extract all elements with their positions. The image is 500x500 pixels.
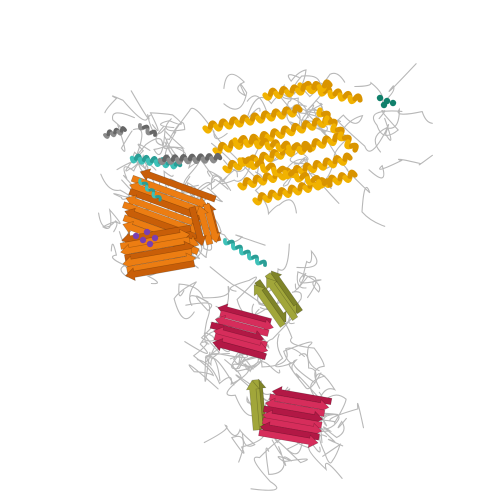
coil-segment [296, 271, 322, 293]
ligand-atom [376, 94, 384, 102]
beta-strand [188, 206, 207, 247]
beta-sheet-magenta-domain-upper [209, 303, 274, 361]
beta-sheet-orange-domain [119, 168, 222, 282]
coil-segment [233, 347, 305, 368]
helix-turn [352, 93, 363, 103]
helix-turn [292, 104, 303, 114]
coil-segment [125, 126, 165, 172]
coil-segment [275, 333, 322, 390]
beta-strand [120, 236, 191, 258]
coil-segment [372, 109, 403, 136]
coil-segment [231, 335, 266, 370]
coil-segment [183, 157, 214, 188]
beta-strand [195, 205, 214, 246]
helix-turn [119, 126, 127, 133]
coil-segment [204, 351, 230, 382]
coil-segment [111, 112, 135, 152]
helix-turn [155, 194, 162, 202]
coil-segment [313, 403, 365, 429]
coil-segment [287, 69, 307, 95]
beta-strand [212, 338, 267, 361]
beta-strand [139, 168, 217, 203]
alpha-helix-gray [103, 123, 223, 166]
ligand-atom [143, 228, 151, 236]
helix-turn [348, 142, 359, 153]
beta-strand [122, 248, 193, 270]
helix-turn [301, 143, 313, 153]
beta-sheet-olive-domain [245, 270, 304, 431]
coil-segment [173, 281, 209, 320]
coil-segment [185, 295, 213, 345]
alpha-helix-bundle-gold [202, 79, 363, 206]
coil-segment [104, 95, 151, 121]
coil-segment [223, 73, 248, 110]
beta-strand [266, 277, 299, 322]
ligand-atom [380, 101, 388, 109]
coil-segment [368, 154, 433, 179]
bound-ligands [132, 94, 397, 248]
beta-strand [245, 379, 260, 431]
beta-strand [124, 260, 196, 282]
coil-segment [336, 117, 392, 152]
coil-segment [283, 341, 320, 384]
helix-turn [342, 152, 353, 162]
coil-segment [333, 114, 364, 161]
coil-segment [294, 249, 318, 290]
coil-segment [265, 439, 287, 475]
coil-segment [246, 85, 292, 121]
helix-turn [321, 79, 333, 89]
ligand-atom [132, 232, 140, 240]
ligand-atom [151, 234, 159, 242]
helix-turn [321, 178, 333, 188]
coil-segment [149, 112, 182, 132]
coil-segment [354, 63, 417, 104]
coil-segment [132, 143, 151, 171]
beta-strand [130, 174, 208, 210]
coil-segment [232, 353, 262, 372]
coil-segment [245, 94, 309, 121]
coil-segment [282, 320, 325, 389]
coil-segment [130, 90, 168, 155]
coil-segment [100, 173, 131, 200]
ligand-atom [389, 99, 397, 107]
coil-segment [319, 434, 342, 464]
helix-turn [213, 152, 223, 161]
helix-turn [259, 259, 267, 267]
coil-segment [244, 353, 281, 374]
beta-sheet-magenta-domain-lower [258, 385, 333, 449]
helix-turn [149, 129, 158, 137]
ligand-atom [139, 236, 147, 244]
beta-strand [253, 284, 286, 328]
coil-segment [374, 107, 433, 153]
coil-segment [98, 207, 121, 233]
coil-segment [188, 341, 219, 390]
beta-strand [258, 429, 319, 449]
coil-segment [229, 276, 258, 320]
coil-segment [203, 424, 256, 447]
helix-turn [347, 169, 358, 179]
ligand-atom [146, 240, 154, 248]
beta-strand [125, 194, 203, 229]
coil-segment [207, 144, 261, 185]
